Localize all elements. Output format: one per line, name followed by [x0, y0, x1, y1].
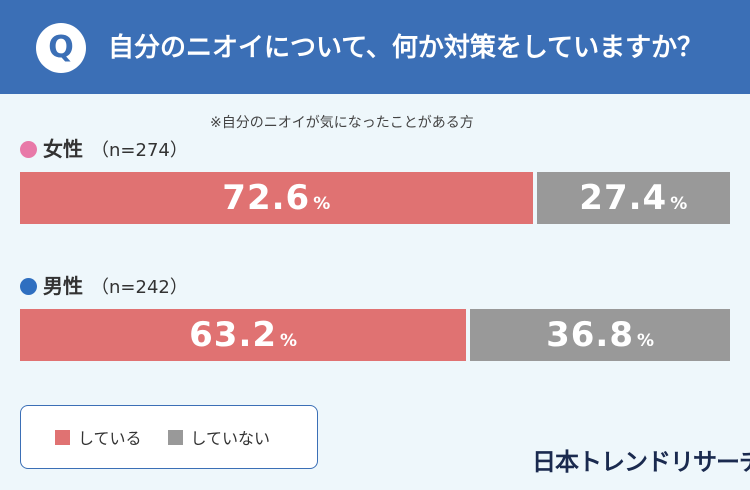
- bar-female-doing: 72.6%: [20, 172, 533, 224]
- bar-unit-label: %: [670, 194, 688, 214]
- group-label-male: 男性 （n=242）: [20, 271, 188, 301]
- group-n-female: （n=274）: [91, 140, 188, 161]
- bar-value-label: 27.4: [579, 178, 668, 218]
- question-badge: Q: [36, 23, 86, 73]
- bar-male-doing: 63.2%: [20, 309, 467, 361]
- bar-value-label: 72.6: [222, 178, 311, 218]
- bar-male-not-doing: 36.8%: [470, 309, 730, 361]
- bar-female-not-doing: 27.4%: [536, 172, 730, 224]
- group-dot-male: [20, 278, 37, 295]
- respondent-note: ※自分のニオイが気になったことがある方: [210, 115, 474, 131]
- bar-unit-label: %: [637, 331, 655, 351]
- header-banner: Q 自分のニオイについて、何か対策をしていますか？: [0, 0, 750, 94]
- legend-swatch-not-doing: [167, 429, 183, 445]
- legend-swatch-doing: [55, 429, 70, 445]
- bar-value-label: 63.2: [189, 315, 278, 355]
- group-name-male: 男性: [43, 274, 83, 298]
- bar-value-label: 36.8: [546, 315, 634, 355]
- group-name-female: 女性: [43, 137, 83, 161]
- legend-item-not-doing: していない: [167, 425, 271, 449]
- legend-label-not-doing: していない: [190, 429, 271, 448]
- bar-unit-label: %: [280, 331, 298, 351]
- group-n-male: （n=242）: [91, 277, 188, 298]
- legend-item-doing: している: [55, 425, 142, 449]
- bar-unit-label: %: [313, 194, 331, 214]
- question-title: 自分のニオイについて、何か対策をしていますか？: [108, 33, 704, 63]
- brand-logo-text: 日本トレンドリサーチ: [532, 448, 750, 476]
- group-dot-female: [20, 141, 37, 158]
- legend-label-doing: している: [78, 429, 142, 448]
- group-label-female: 女性 （n=274）: [20, 134, 188, 164]
- legend: している していない: [20, 405, 318, 469]
